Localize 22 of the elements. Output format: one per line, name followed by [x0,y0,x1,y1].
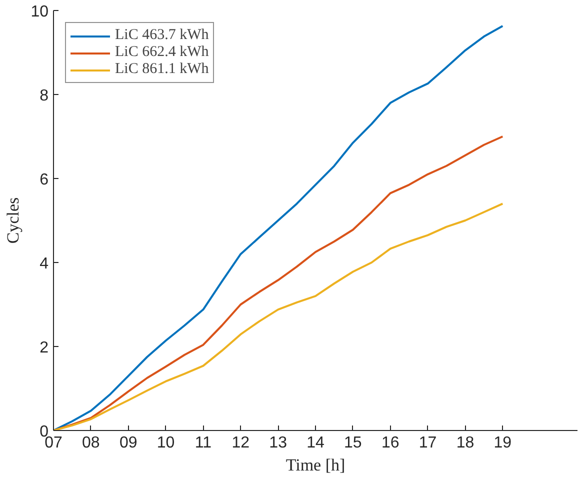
x-tick-label: 12 [232,434,250,452]
x-tick-label: 13 [269,434,288,452]
x-tick-label: 19 [494,434,512,452]
y-tick-label: 4 [40,256,49,272]
x-tick-label: 10 [156,434,175,452]
y-tick-label: 6 [40,172,49,188]
x-tick-label: 11 [194,434,212,452]
y-axis-title: Cycles [4,197,23,244]
x-tick-label: 16 [381,434,400,452]
x-tick-label: 15 [344,434,362,452]
x-tick-label: 08 [82,434,100,452]
x-tick-label: 14 [306,434,324,452]
legend-label: LiC 463.7 kWh [115,27,209,44]
y-tick-label: 8 [40,88,49,104]
x-axis-title: Time [h] [286,456,346,474]
x-tick-label: 17 [418,434,437,452]
y-tick-label: 2 [40,340,49,356]
legend-label: LiC 861.1 kWh [115,61,209,78]
x-tick-label: 09 [119,434,138,452]
x-tick-label: 18 [456,434,474,452]
legend-label: LiC 662.4 kWh [115,44,209,61]
y-tick-label: 10 [30,4,49,20]
